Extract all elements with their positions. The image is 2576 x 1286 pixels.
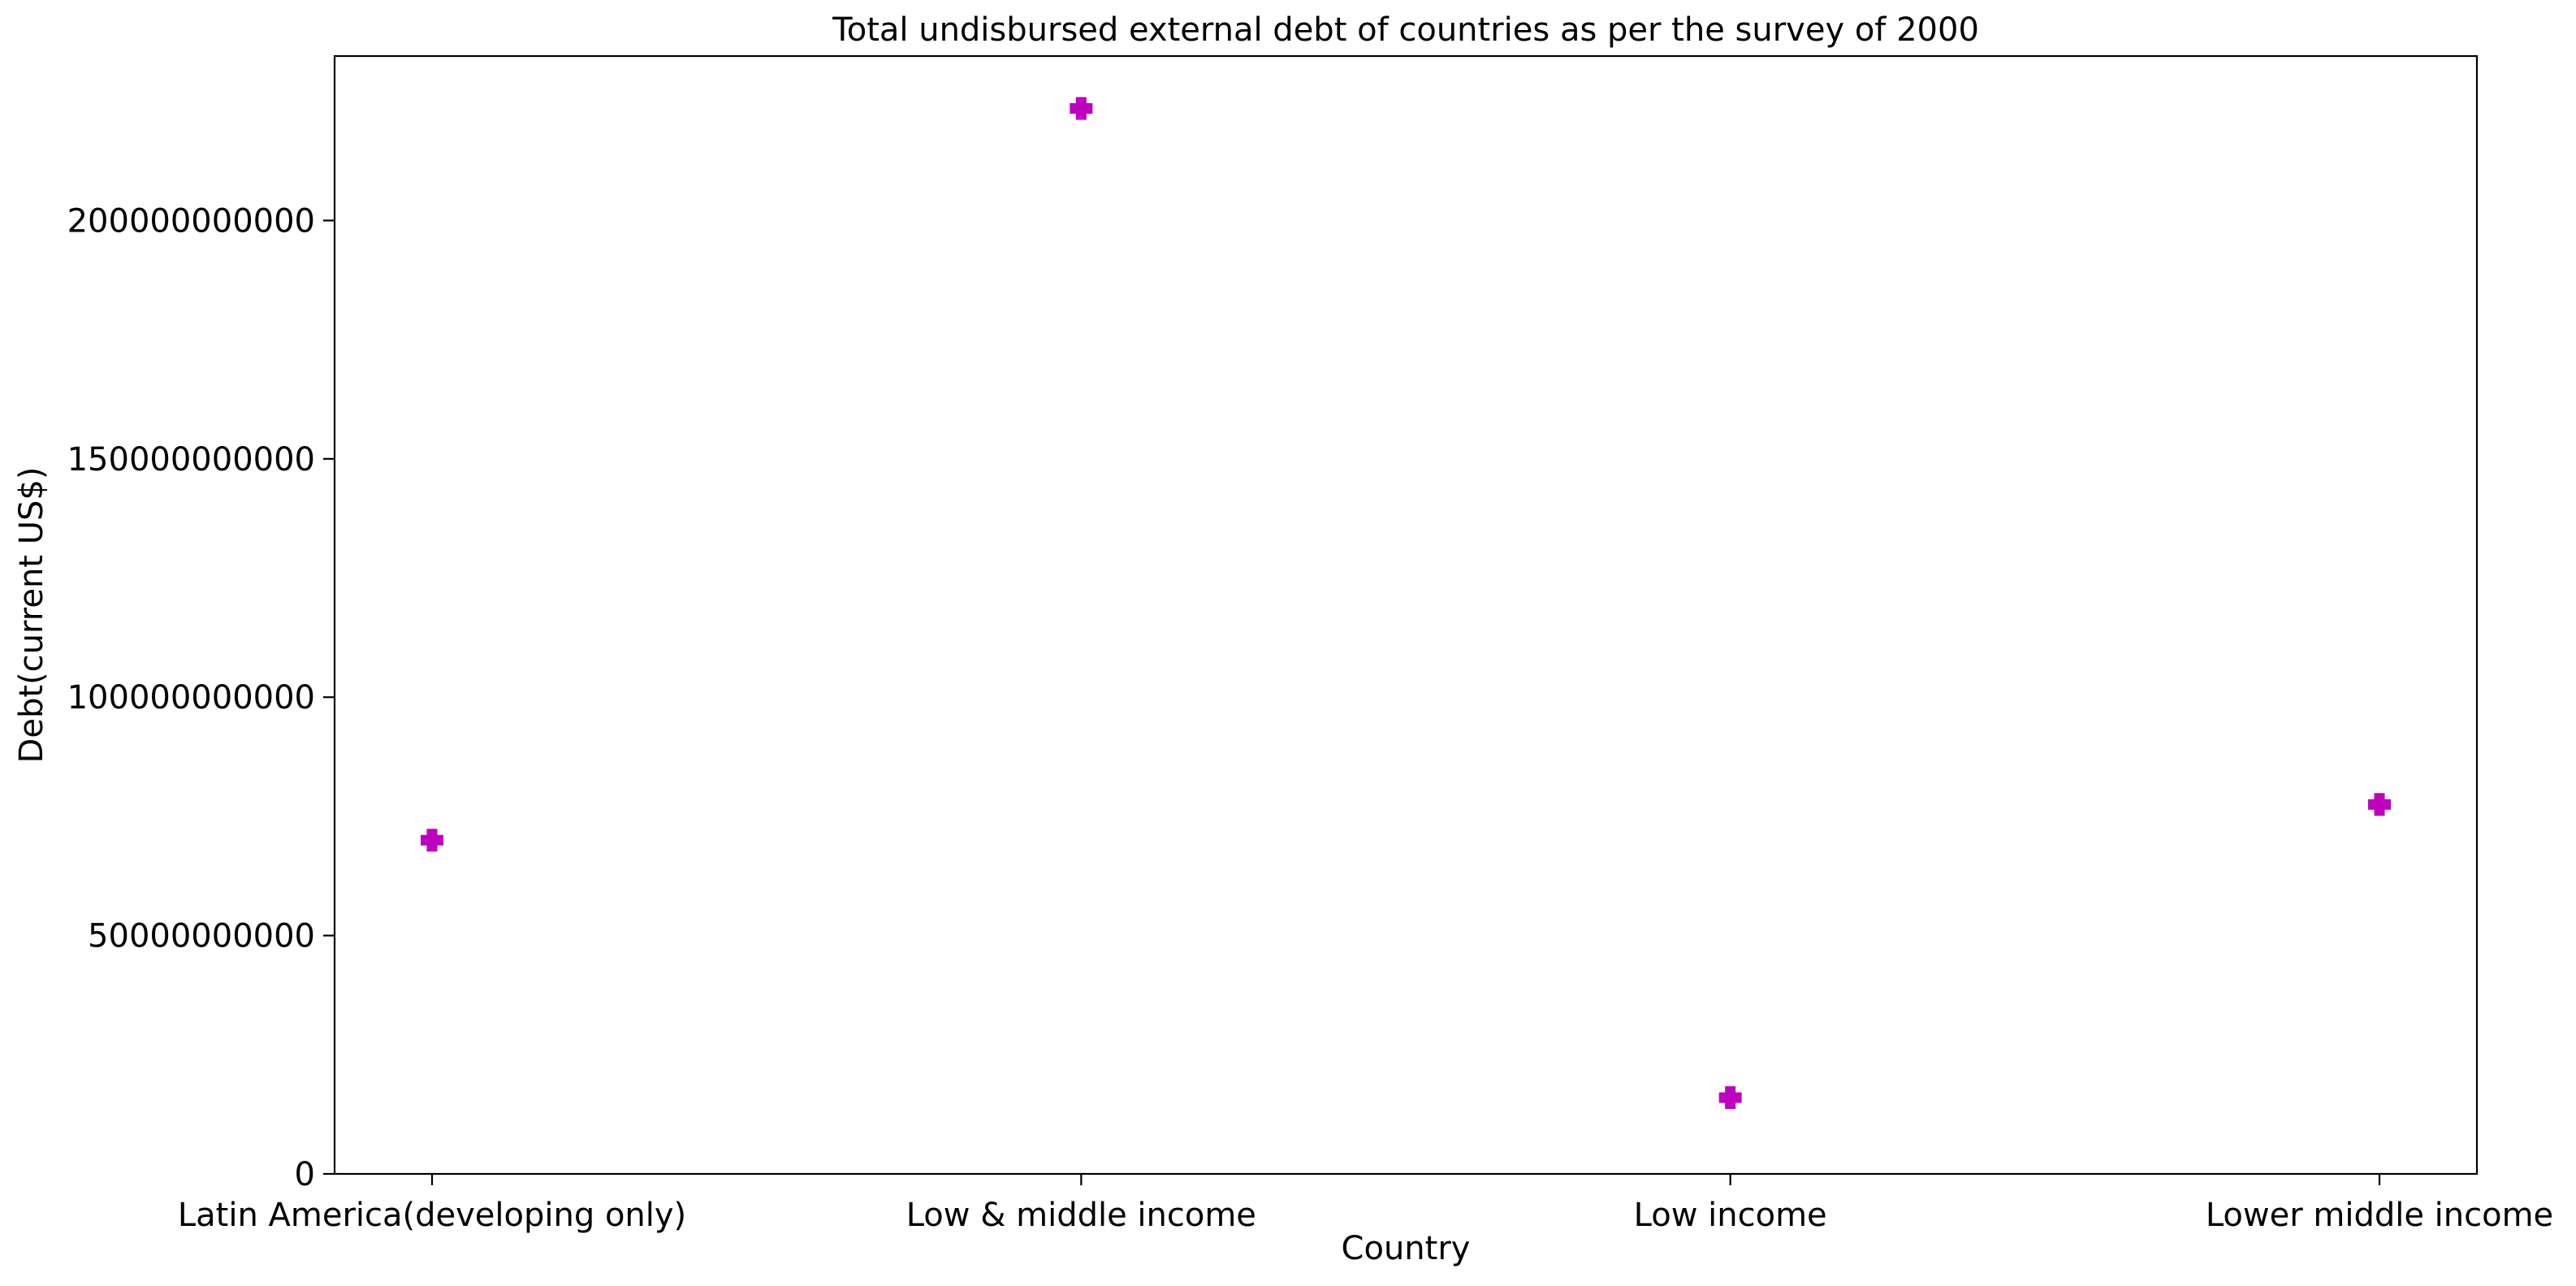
x-axis-ticks: Latin America(developing only) Low & midd… bbox=[178, 1174, 2553, 1234]
data-point-1-3 bbox=[1718, 1086, 1742, 1110]
y-axis-label: Debt(current US$) bbox=[13, 467, 50, 764]
plot-area bbox=[333, 54, 2479, 1176]
y-tick-label: 0 bbox=[295, 1156, 315, 1193]
x-axis-label: Country bbox=[1342, 1230, 1471, 1267]
x-tick-label: Latin America(developing only) bbox=[178, 1197, 686, 1234]
y-tick-label: 100000000000 bbox=[67, 679, 315, 717]
y-tick-label: 150000000000 bbox=[67, 441, 315, 478]
x-tick-label: Low income bbox=[1634, 1197, 1827, 1234]
y-axis-ticks: 0 50000000000 100000000000 150000000000 2000… bbox=[67, 202, 335, 1193]
x-tick-label: Low & middle income bbox=[906, 1197, 1256, 1234]
plot-frame bbox=[333, 54, 2479, 1176]
x-tick-label: Lower middle income bbox=[2206, 1197, 2553, 1234]
y-tick-label: 200000000000 bbox=[67, 202, 315, 240]
y-tick-label: 50000000000 bbox=[88, 918, 315, 955]
data-point-1-4 bbox=[2368, 793, 2391, 816]
data-points bbox=[421, 97, 2391, 1110]
data-point-1-2 bbox=[1070, 97, 1093, 120]
data-point-1-1 bbox=[421, 829, 443, 852]
chart-title: Total undisbursed external debt of count… bbox=[832, 11, 1979, 49]
